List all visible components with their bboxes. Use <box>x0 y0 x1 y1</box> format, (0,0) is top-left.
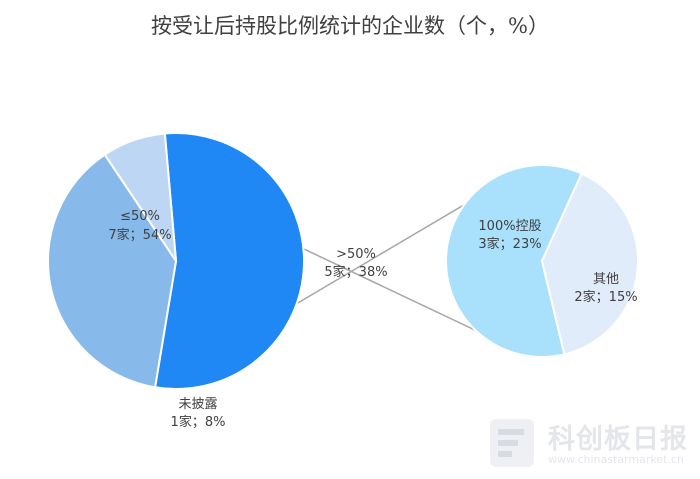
slice-label-100pct-category: 100%控股 <box>478 219 541 234</box>
watermark: 科创板日报 www.chinastarmarket.cn <box>486 415 700 479</box>
main-pie <box>47 132 306 390</box>
slice-label-other-value: 2家；15% <box>574 289 637 305</box>
watermark-logo <box>490 419 534 467</box>
slice-label-gt50-category: >50% <box>336 247 376 262</box>
pie-slice-le50 <box>153 132 306 390</box>
subpie-slice-other <box>540 172 639 356</box>
subpie-slice-100pct-holding <box>445 164 583 358</box>
sub-pie <box>445 164 639 358</box>
pie-slice-gt50 <box>47 153 178 389</box>
slice-label-undisclosed-value: 1家；8% <box>171 414 226 430</box>
slice-label-undisclosed-category: 未披露 <box>178 397 217 412</box>
slice-label-gt50-value: 5家；38% <box>324 264 387 280</box>
slice-label-100pct-value: 3家；23% <box>478 236 541 252</box>
slice-label-other-category: 其他 <box>593 272 619 287</box>
watermark-url: www.chinastarmarket.cn <box>548 453 684 466</box>
chart-title: 按受让后持股比例统计的企业数（个，%） <box>151 14 549 38</box>
slice-label-le50-category: ≤50% <box>120 209 160 224</box>
watermark-name: 科创板日报 <box>548 424 688 455</box>
slice-label-le50-value: 7家；54% <box>108 227 171 243</box>
pie-slice-undisclosed <box>103 132 177 262</box>
